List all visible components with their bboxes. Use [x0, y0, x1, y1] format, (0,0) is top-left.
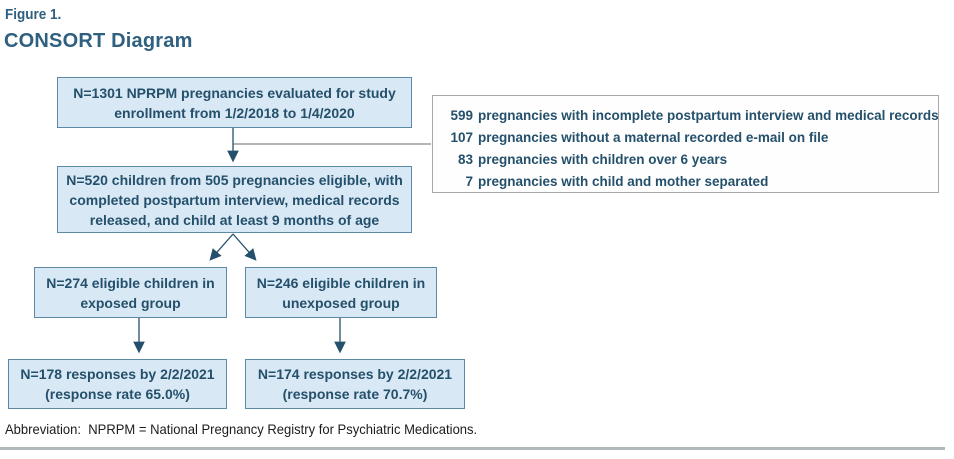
exclusion-text: pregnancies without a maternal recorded … — [478, 130, 829, 145]
arrow-eligible-to-unexposed — [232, 233, 257, 261]
abbreviation-note: Abbreviation: NPRPM = National Pregnancy… — [5, 421, 478, 437]
box-eligible: N=520 children from 505 pregnancies elig… — [57, 166, 412, 233]
figure-title: CONSORT Diagram — [4, 30, 193, 52]
box-exclusions: 599 pregnancies with incomplete postpart… — [432, 95, 939, 193]
box-unexposed-responses-text: N=174 responses by 2/2/2021 (response ra… — [257, 366, 453, 402]
exclusion-item: 7 pregnancies with child and mother sepa… — [445, 171, 932, 193]
box-exposed-responses: N=178 responses by 2/2/2021 (response ra… — [8, 359, 227, 409]
exclusion-item: 83 pregnancies with children over 6 year… — [445, 149, 932, 171]
exclusion-count: 107 — [450, 130, 473, 145]
box-enrollment: N=1301 NPRPM pregnancies evaluated for s… — [57, 77, 412, 128]
box-eligible-text: N=520 children from 505 pregnancies elig… — [66, 171, 403, 228]
exclusion-item: 107 pregnancies without a maternal recor… — [445, 127, 932, 149]
figure-label: Figure 1. — [5, 7, 62, 23]
arrow-eligible-to-exposed — [209, 233, 234, 261]
box-exposed-responses-text: N=178 responses by 2/2/2021 (response ra… — [20, 366, 215, 402]
bottom-divider — [0, 447, 945, 450]
exclusion-count: 83 — [457, 152, 473, 167]
exclusion-count: 599 — [450, 108, 473, 123]
box-exposed-group: N=274 eligible children in exposed group — [34, 267, 227, 318]
box-unexposed-responses: N=174 responses by 2/2/2021 (response ra… — [245, 359, 465, 409]
exclusion-text: pregnancies with child and mother separa… — [478, 174, 769, 189]
exclusion-count: 7 — [465, 174, 473, 189]
exclusion-item: 599 pregnancies with incomplete postpart… — [445, 105, 938, 127]
box-unexposed-group-text: N=246 eligible children in unexposed gro… — [256, 274, 426, 311]
box-enrollment-text: N=1301 NPRPM pregnancies evaluated for s… — [73, 84, 396, 121]
box-exposed-group-text: N=274 eligible children in exposed group — [46, 274, 215, 311]
exclusion-text: pregnancies with children over 6 years — [478, 152, 728, 167]
exclusion-text: pregnancies with incomplete postpartum i… — [478, 108, 939, 123]
box-unexposed-group: N=246 eligible children in unexposed gro… — [245, 267, 437, 318]
